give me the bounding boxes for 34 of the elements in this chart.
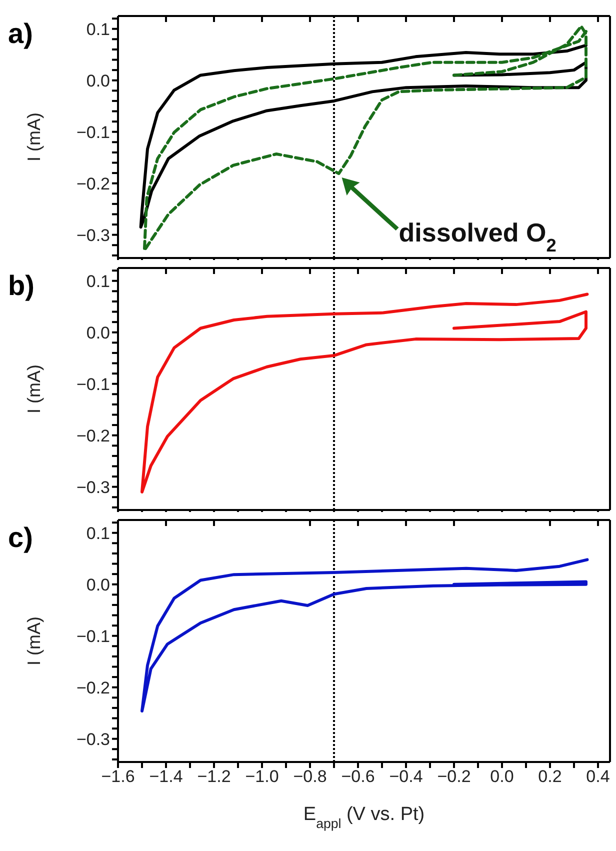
x-tick-label: −0.4 xyxy=(389,767,423,786)
y-tick-label: 0.1 xyxy=(86,272,110,291)
x-tick-label: 0.0 xyxy=(490,767,514,786)
y-tick-label: −0.3 xyxy=(76,730,110,749)
x-tick-label: −0.6 xyxy=(341,767,375,786)
y-tick-label: 0.1 xyxy=(86,524,110,543)
y-tick-label: 0.1 xyxy=(86,20,110,39)
y-axis-title: I (mA) xyxy=(24,364,44,414)
text: c) xyxy=(8,522,33,554)
x-tick-label: −1.4 xyxy=(149,767,183,786)
x-tick-label: 0.4 xyxy=(586,767,610,786)
annotation: dissolved O$_{2}$ xyxy=(398,218,556,256)
x-tick-label: −0.8 xyxy=(293,767,327,786)
y-tick-label: 0.0 xyxy=(86,323,110,342)
y-tick-label: −0.1 xyxy=(76,374,110,394)
x-tick-label: −1.2 xyxy=(197,767,231,786)
y-tick-label: −0.2 xyxy=(76,174,110,194)
x-tick-label: −1.6 xyxy=(101,767,135,786)
y-axis-title: I (mA) xyxy=(24,112,44,162)
y-tick-label: −0.3 xyxy=(76,226,110,245)
y-tick-label: −0.2 xyxy=(76,678,110,698)
x-tick-label: −1.0 xyxy=(245,767,279,786)
x-axis-title: E$_{appl}$ (V vs. Pt) xyxy=(303,804,425,830)
text: a) xyxy=(8,18,33,50)
y-tick-label: 0.0 xyxy=(86,575,110,594)
y-tick-label: −0.1 xyxy=(76,626,110,646)
y-tick-label: −0.1 xyxy=(76,122,110,142)
y-tick-label: −0.2 xyxy=(76,426,110,446)
text: b) xyxy=(8,270,34,302)
x-tick-label: −0.2 xyxy=(437,767,471,786)
x-tick-label: 0.2 xyxy=(538,767,562,786)
y-tick-label: −0.3 xyxy=(76,478,110,497)
y-axis-title: I (mA) xyxy=(24,616,44,666)
y-tick-label: 0.0 xyxy=(86,71,110,90)
